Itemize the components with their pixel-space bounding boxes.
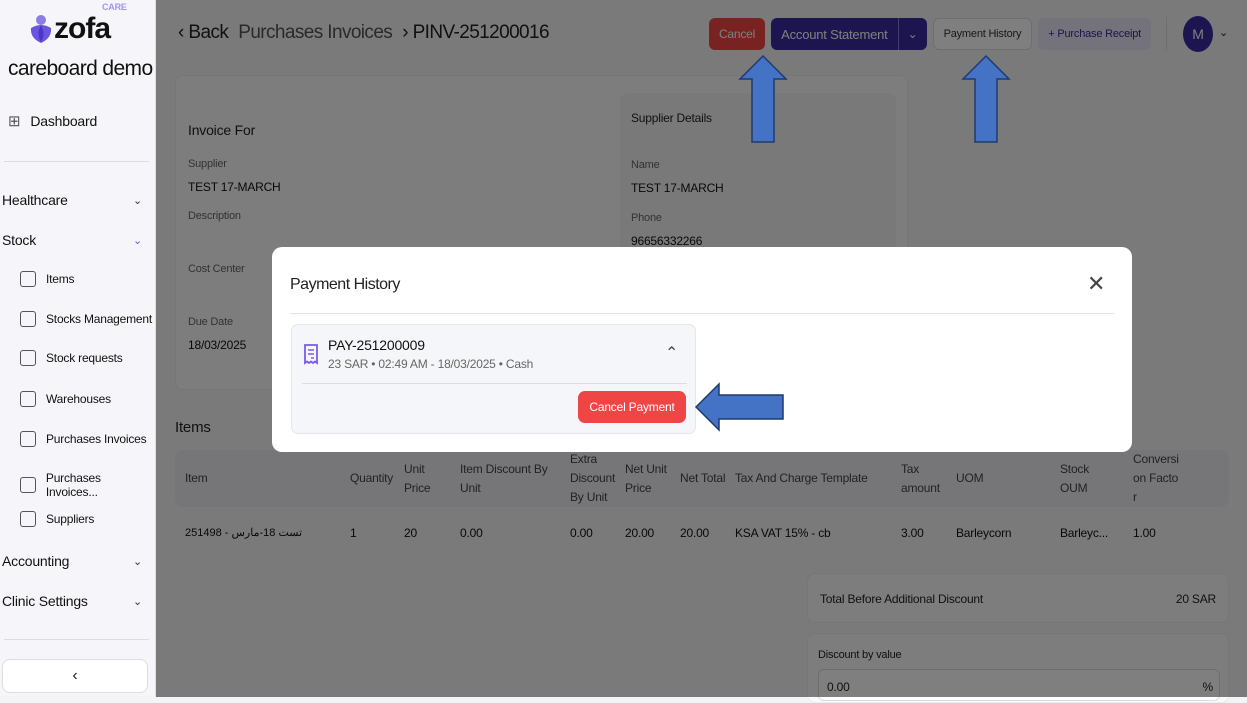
chevron-left-icon: ‹ bbox=[72, 667, 78, 684]
annotation-arrow-up-icon bbox=[738, 54, 788, 143]
dashboard-icon: ⊞ bbox=[8, 113, 21, 130]
warehouse-icon bbox=[20, 391, 36, 407]
sidebar-item-warehouses[interactable]: Warehouses bbox=[20, 391, 111, 407]
payment-details: 23 SAR • 02:49 AM - 18/03/2025 • Cash bbox=[328, 357, 534, 371]
sidebar-item-stock-requests[interactable]: Stock requests bbox=[20, 350, 123, 366]
divider bbox=[4, 161, 149, 162]
chevron-down-icon: ⌄ bbox=[132, 234, 142, 247]
cancel-payment-button[interactable]: Cancel Payment bbox=[578, 391, 686, 423]
sidebar-item-stocks-management[interactable]: Stocks Management bbox=[20, 311, 152, 327]
collapse-sidebar-button[interactable]: ‹ bbox=[2, 659, 148, 693]
chevron-down-icon: ⌄ bbox=[132, 555, 142, 568]
modal-title: Payment History bbox=[290, 276, 400, 293]
sidebar-group-accounting[interactable]: Accounting ⌄ bbox=[2, 553, 142, 569]
divider bbox=[4, 639, 149, 640]
request-icon bbox=[20, 350, 36, 366]
chevron-up-icon[interactable]: ⌃ bbox=[665, 345, 679, 362]
close-icon[interactable]: ✕ bbox=[1087, 271, 1106, 296]
invoice-return-icon bbox=[20, 477, 36, 493]
annotation-arrow-left-icon bbox=[694, 382, 784, 432]
box-icon bbox=[20, 271, 36, 287]
supplier-icon bbox=[20, 511, 36, 527]
sidebar-group-stock[interactable]: Stock ⌄ bbox=[2, 232, 142, 248]
sidebar-item-suppliers[interactable]: Suppliers bbox=[20, 511, 94, 527]
sidebar-item-purchases-invoices[interactable]: Purchases Invoices bbox=[20, 431, 147, 447]
logo-icon bbox=[30, 15, 52, 43]
stock-icon bbox=[20, 311, 36, 327]
payment-id: PAY-251200009 bbox=[328, 337, 425, 353]
invoice-icon bbox=[20, 431, 36, 447]
sidebar-item-dashboard[interactable]: ⊞ Dashboard bbox=[8, 113, 98, 130]
chevron-down-icon: ⌄ bbox=[132, 595, 142, 608]
annotation-arrow-up-icon bbox=[961, 54, 1011, 143]
logo: zofa CARE bbox=[28, 2, 127, 44]
divider bbox=[302, 383, 687, 384]
payment-history-modal: Payment History ✕ PAY-251200009 23 SAR •… bbox=[272, 247, 1132, 452]
sidebar-item-items[interactable]: Items bbox=[20, 271, 75, 287]
receipt-icon bbox=[304, 344, 318, 365]
sidebar-group-clinic-settings[interactable]: Clinic Settings ⌄ bbox=[2, 593, 142, 609]
sidebar-item-purchases-invoices-return[interactable]: Purchases Invoices... bbox=[20, 471, 155, 499]
sidebar-group-healthcare[interactable]: Healthcare ⌄ bbox=[2, 192, 142, 208]
chevron-down-icon: ⌄ bbox=[132, 194, 142, 207]
payment-item: PAY-251200009 23 SAR • 02:49 AM - 18/03/… bbox=[291, 324, 696, 434]
divider bbox=[290, 313, 1114, 314]
org-name: careboard demo bbox=[8, 57, 153, 80]
sidebar: zofa CARE careboard demo ⊞ Dashboard Hea… bbox=[0, 0, 156, 697]
